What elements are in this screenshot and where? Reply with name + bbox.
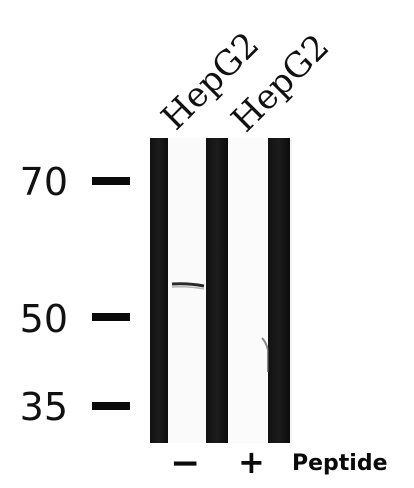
marker-50-tick (92, 313, 130, 321)
lane-border-right (268, 138, 290, 443)
peptide-minus-sign: − (170, 443, 201, 484)
marker-50: 50 (19, 297, 68, 341)
peptide-plus-sign: + (238, 443, 265, 481)
protein-band-shadow (171, 286, 205, 290)
marker-70: 70 (19, 160, 68, 204)
lane-border-left (150, 138, 168, 443)
marker-70-tick (92, 177, 130, 185)
lane-2 (228, 138, 268, 443)
peptide-label: Peptide (292, 451, 388, 476)
lane-1 (168, 138, 206, 443)
lane-artifact (261, 337, 269, 372)
lane-border-middle (206, 138, 228, 443)
marker-35: 35 (19, 385, 68, 429)
marker-35-tick (92, 402, 130, 410)
protein-band (171, 282, 205, 288)
